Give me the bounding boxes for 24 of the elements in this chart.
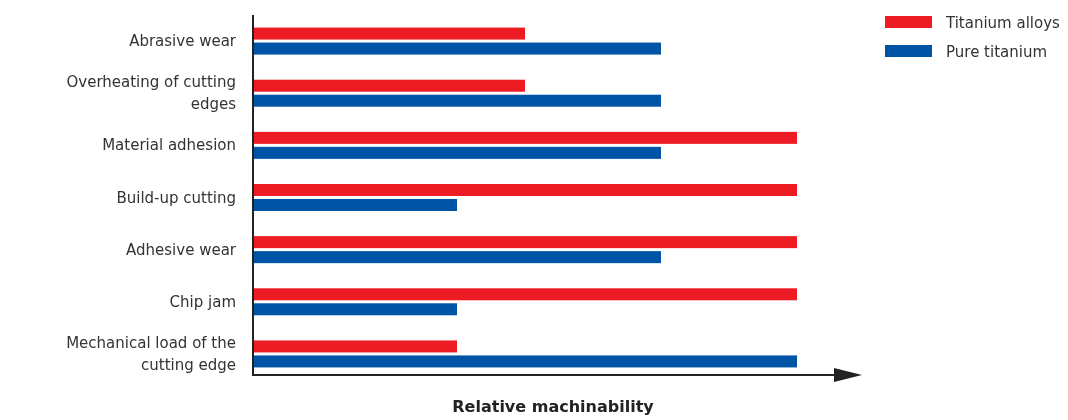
bar bbox=[253, 288, 797, 301]
bar bbox=[253, 303, 457, 316]
bar bbox=[253, 236, 797, 249]
bar bbox=[253, 251, 661, 264]
bar bbox=[253, 131, 797, 144]
bar bbox=[253, 340, 457, 353]
bar bbox=[253, 27, 525, 40]
y-tick-label: Adhesive wear bbox=[126, 240, 237, 259]
y-tick-label: Abrasive wear bbox=[129, 32, 237, 51]
legend-label: Titanium alloys bbox=[945, 14, 1061, 32]
x-axis-title: Relative machinability bbox=[452, 397, 655, 416]
bar bbox=[253, 79, 525, 92]
bar bbox=[253, 94, 661, 107]
bar bbox=[253, 42, 661, 55]
y-tick-label: Overheating of cutting edges bbox=[66, 73, 237, 114]
bar bbox=[253, 199, 457, 211]
y-tick-label: Chip jam bbox=[169, 292, 236, 311]
bar bbox=[253, 146, 661, 159]
legend-label: Pure titanium bbox=[946, 43, 1048, 61]
bar bbox=[253, 355, 797, 368]
y-tick-label: Mechanical load of the cutting edge bbox=[66, 333, 236, 374]
bar bbox=[253, 184, 797, 196]
y-tick-label: Material adhesion bbox=[102, 136, 236, 155]
y-tick-label: Build-up cutting bbox=[116, 188, 236, 207]
